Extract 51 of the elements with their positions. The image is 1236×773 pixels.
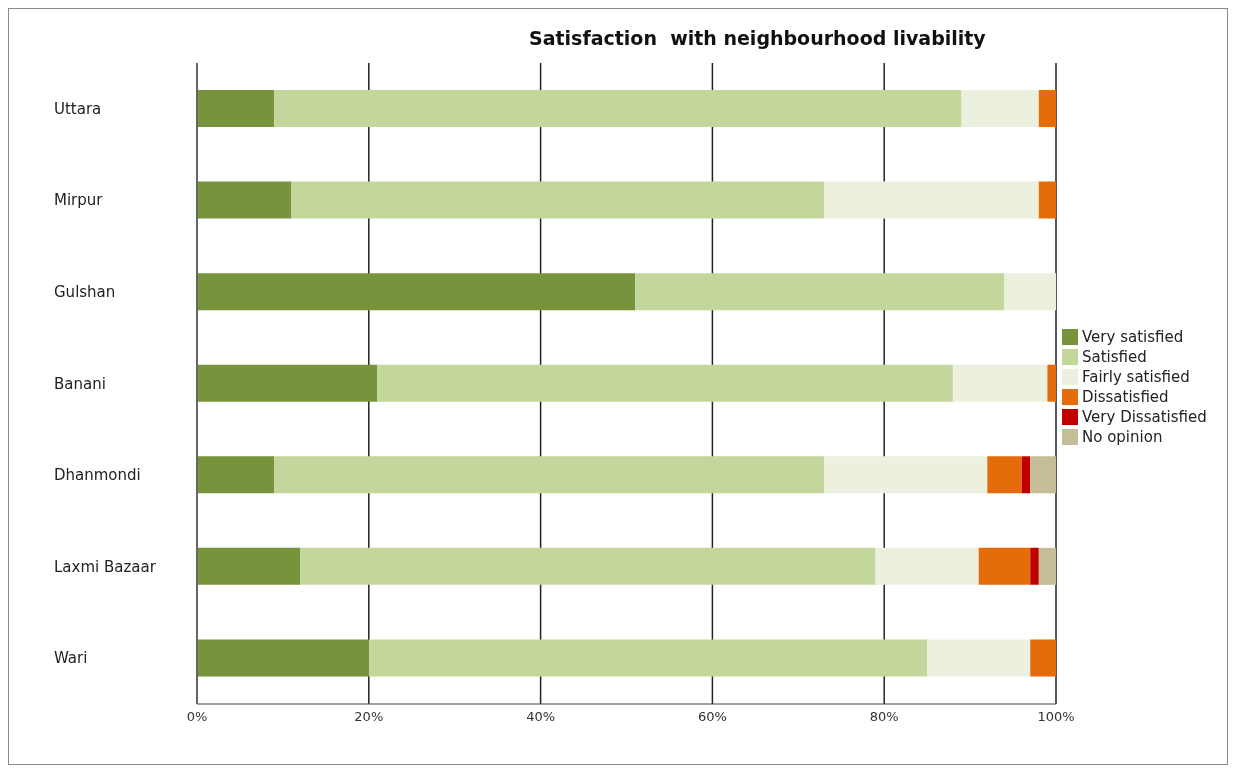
bar: [197, 273, 636, 311]
bar: [952, 364, 1048, 402]
bar: [987, 456, 1022, 494]
x-tick-label: 100%: [1037, 709, 1075, 725]
bar: [1004, 273, 1056, 311]
y-tick-label: Banani: [54, 374, 106, 393]
y-tick-label: Mirpur: [54, 191, 104, 210]
y-tick-label: Uttara: [54, 99, 102, 118]
bar: [1030, 547, 1039, 585]
x-tick-label: 80%: [869, 709, 899, 725]
bar: [1038, 181, 1056, 219]
legend-label: Fairly satisfied: [1082, 367, 1190, 386]
bar: [1047, 364, 1056, 402]
bar: [274, 456, 825, 494]
x-tick-label: 60%: [697, 709, 727, 725]
bar: [197, 181, 292, 219]
bar: [1021, 456, 1031, 494]
bar: [824, 181, 1039, 219]
bar: [377, 364, 953, 402]
bar: [961, 90, 1039, 127]
bar: [274, 90, 962, 127]
y-tick-label: Gulshan: [54, 282, 116, 301]
legend-label: Satisfied: [1082, 347, 1147, 366]
bar: [300, 547, 876, 585]
bar: [824, 456, 988, 494]
bar: [978, 547, 1031, 585]
y-tick-label: Laxmi Bazaar: [54, 557, 157, 576]
y-tick-label: Dhanmondi: [54, 466, 141, 485]
legend-label: No opinion: [1082, 427, 1163, 446]
x-tick-label: 20%: [354, 709, 384, 725]
bar: [1030, 456, 1056, 494]
bar: [635, 273, 1005, 311]
bar: [1038, 547, 1056, 585]
legend-label: Very Dissatisfied: [1082, 407, 1207, 426]
bar: [197, 456, 275, 494]
bar: [197, 90, 275, 127]
bar: [1030, 639, 1056, 677]
bar: [1038, 90, 1056, 127]
chart-title: Satisfaction with neighbourhood livability: [529, 27, 986, 49]
x-tick-label: 0%: [186, 709, 208, 725]
y-tick-label: Wari: [54, 649, 88, 668]
bar: [197, 639, 369, 677]
bar: [197, 364, 378, 402]
bar: [291, 181, 825, 219]
x-tick-label: 40%: [526, 709, 556, 725]
legend-label: Very satisfied: [1082, 327, 1184, 346]
bar: [368, 639, 928, 677]
bar: [927, 639, 1031, 677]
bar: [197, 547, 301, 585]
legend-label: Dissatisfied: [1082, 387, 1169, 406]
bar: [875, 547, 979, 585]
